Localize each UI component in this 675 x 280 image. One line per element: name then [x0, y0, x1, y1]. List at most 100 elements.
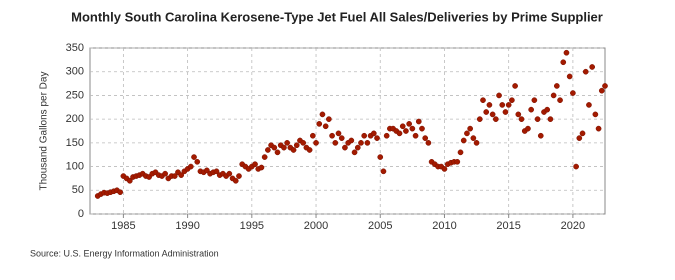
x-tick-label: 2010 — [432, 220, 456, 232]
data-point — [399, 123, 406, 130]
data-point — [377, 154, 384, 160]
y-axis-label: Thousand Gallons per Day — [39, 72, 50, 191]
data-point — [544, 106, 551, 113]
chart-title: Monthly South Carolina Kerosene-Type Jet… — [71, 9, 603, 24]
source-note: Source: U.S. Energy Information Administ… — [30, 248, 219, 258]
data-point — [326, 116, 332, 122]
data-point — [528, 106, 535, 113]
data-point — [573, 163, 579, 170]
data-point — [486, 102, 493, 108]
data-point — [348, 137, 355, 144]
data-point — [335, 130, 342, 137]
data-point — [595, 125, 602, 132]
data-point — [515, 111, 522, 118]
y-tick-label: 150 — [66, 137, 84, 149]
data-point — [441, 166, 448, 172]
data-point — [489, 111, 496, 118]
data-point — [582, 68, 589, 75]
data-point — [232, 177, 239, 184]
y-tick-label: 0 — [78, 208, 84, 220]
data-point — [236, 173, 242, 179]
data-point — [425, 140, 432, 146]
data-point — [415, 118, 422, 125]
data-point — [534, 116, 541, 122]
y-tick-label: 200 — [66, 113, 84, 125]
data-point — [566, 73, 573, 80]
data-point — [300, 140, 307, 146]
data-point — [293, 142, 300, 149]
data-point — [281, 144, 287, 151]
data-point — [579, 130, 586, 137]
data-point — [338, 135, 345, 141]
data-point — [290, 147, 297, 153]
data-point — [476, 116, 483, 122]
data-point — [316, 121, 323, 127]
data-point — [374, 135, 380, 141]
data-point — [496, 92, 502, 99]
data-point — [598, 87, 605, 94]
data-point — [171, 173, 178, 179]
data-point — [284, 140, 290, 146]
data-point — [354, 144, 361, 151]
data-point — [576, 135, 583, 141]
plot-frame — [89, 47, 606, 215]
data-point — [512, 83, 518, 89]
data-point — [383, 132, 390, 139]
x-tick-label: 2000 — [304, 220, 328, 232]
data-point — [467, 125, 473, 132]
data-point — [505, 102, 512, 108]
data-point — [547, 116, 554, 122]
data-point — [419, 125, 425, 132]
data-point — [187, 163, 194, 170]
data-point — [126, 177, 133, 184]
y-tick-label: 100 — [66, 160, 84, 172]
data-point — [460, 137, 467, 144]
data-point — [265, 147, 271, 153]
data-point — [194, 158, 201, 165]
x-tick-label: 1985 — [111, 220, 135, 232]
data-point — [473, 140, 480, 146]
data-point — [329, 132, 335, 139]
data-point — [470, 135, 477, 141]
data-point — [422, 135, 429, 141]
data-point — [602, 83, 608, 89]
data-point — [322, 123, 329, 130]
data-point — [557, 97, 563, 104]
data-point — [226, 170, 233, 177]
data-point — [191, 154, 197, 160]
data-point — [499, 102, 506, 108]
data-point — [531, 97, 538, 104]
data-point — [406, 121, 412, 127]
data-point — [370, 130, 377, 137]
data-point — [502, 109, 509, 115]
data-point — [358, 140, 364, 146]
data-point — [309, 132, 316, 139]
data-point — [570, 90, 576, 96]
x-tick-label: 1995 — [240, 220, 264, 232]
data-point — [409, 125, 416, 132]
y-tick-label: 350 — [66, 42, 84, 54]
data-point — [483, 109, 490, 115]
x-tick-label: 2020 — [561, 220, 585, 232]
x-tick-label: 2015 — [496, 220, 520, 232]
data-point — [563, 49, 570, 56]
data-point — [117, 189, 124, 196]
data-point — [403, 128, 409, 134]
data-point — [261, 154, 268, 160]
data-point — [361, 132, 368, 139]
data-point — [313, 140, 319, 146]
data-point — [364, 140, 371, 146]
data-point — [351, 149, 358, 156]
data-point — [213, 168, 220, 175]
data-point — [162, 170, 168, 177]
data-point — [537, 132, 544, 139]
data-point — [518, 116, 525, 122]
data-point — [480, 97, 486, 104]
data-point — [306, 147, 313, 153]
data-point — [589, 64, 596, 70]
data-point — [396, 130, 403, 137]
data-point — [319, 111, 326, 118]
data-point — [586, 102, 592, 108]
x-tick-label: 2005 — [368, 220, 392, 232]
